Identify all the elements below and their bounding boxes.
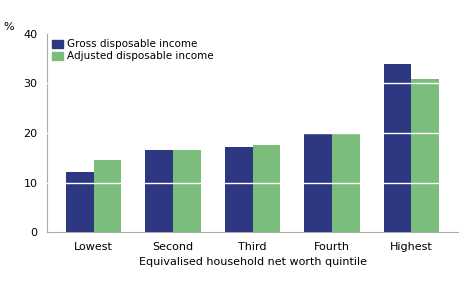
Bar — [304, 132, 332, 232]
Bar — [173, 150, 201, 232]
Bar — [253, 145, 280, 232]
Bar — [93, 160, 121, 232]
Bar — [384, 64, 412, 232]
Bar — [225, 147, 253, 232]
Bar — [66, 171, 93, 232]
Bar — [332, 133, 360, 232]
Text: %: % — [4, 22, 14, 32]
Bar — [412, 78, 439, 232]
X-axis label: Equivalised household net worth quintile: Equivalised household net worth quintile — [138, 257, 367, 267]
Bar — [145, 150, 173, 232]
Legend: Gross disposable income, Adjusted disposable income: Gross disposable income, Adjusted dispos… — [52, 39, 214, 61]
